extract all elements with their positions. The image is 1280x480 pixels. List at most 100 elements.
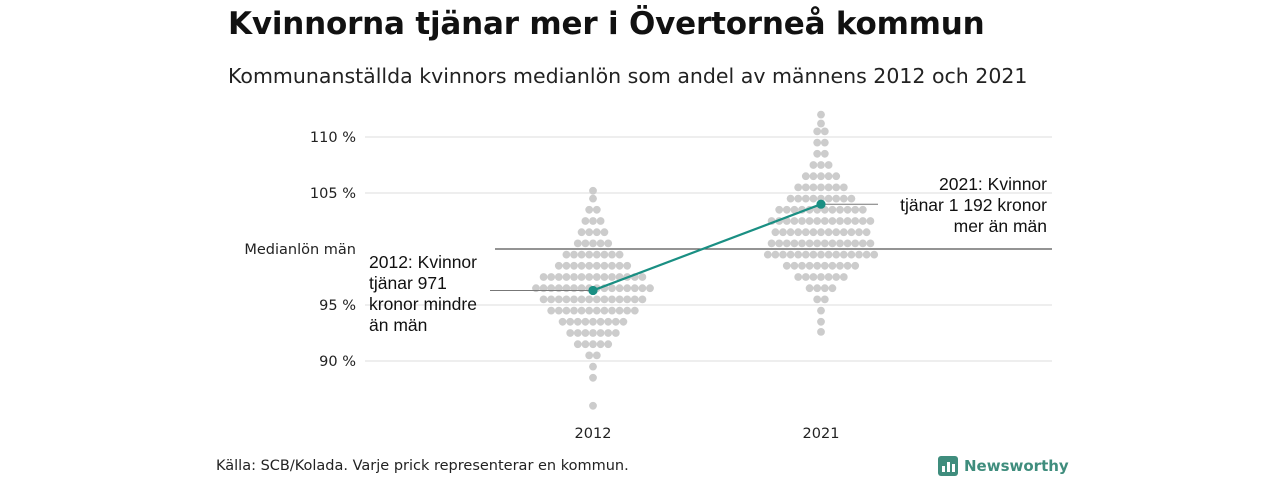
- reference-line-label: Medianlön män: [244, 242, 356, 258]
- municipality-dot: [585, 295, 594, 304]
- municipality-dot: [817, 327, 825, 336]
- municipality-dot: [775, 239, 784, 248]
- municipality-dot: [832, 183, 841, 192]
- municipality-dot: [592, 250, 601, 259]
- municipality-dot: [851, 261, 860, 270]
- municipality-dot: [801, 194, 810, 203]
- municipality-dot: [577, 273, 586, 281]
- municipality-dot: [813, 127, 822, 136]
- municipality-dot: [581, 317, 590, 326]
- municipality-dot: [604, 239, 613, 248]
- municipality-dot: [570, 306, 578, 315]
- municipality-dot: [786, 194, 795, 203]
- municipality-dot: [539, 295, 548, 304]
- municipality-dot: [862, 250, 871, 259]
- municipality-dot: [809, 183, 818, 192]
- municipality-dot: [813, 261, 822, 270]
- y-tick-label: 105 %: [310, 186, 356, 202]
- municipality-dot: [809, 161, 818, 169]
- municipality-dot: [562, 273, 571, 281]
- municipality-dot: [570, 250, 578, 259]
- municipality-dot: [824, 183, 833, 192]
- municipality-dot: [836, 205, 844, 214]
- municipality-dot: [843, 239, 852, 248]
- municipality-dot: [820, 295, 829, 304]
- municipality-dot: [786, 250, 795, 259]
- municipality-dot: [596, 217, 605, 225]
- municipality-dot: [855, 228, 863, 237]
- annotation-text: än män: [369, 315, 427, 335]
- municipality-dot: [851, 205, 860, 214]
- municipality-dot: [592, 351, 601, 360]
- municipality-dot: [858, 239, 867, 248]
- municipality-dot: [839, 194, 848, 203]
- municipality-dot: [817, 110, 825, 119]
- municipality-dot: [596, 329, 605, 337]
- municipality-dot: [562, 261, 571, 270]
- municipality-dot: [558, 317, 567, 326]
- municipality-dot: [608, 261, 616, 270]
- municipality-dot: [604, 317, 613, 326]
- municipality-dot: [809, 172, 818, 181]
- municipality-dot: [589, 217, 597, 225]
- municipality-dot: [623, 306, 632, 315]
- municipality-dot: [573, 329, 582, 337]
- brand-logo[interactable]: Newsworthy: [938, 456, 1069, 476]
- annotation-text: 2012: Kvinnor: [369, 252, 477, 272]
- municipality-dot: [824, 172, 833, 181]
- municipality-dot: [824, 161, 833, 169]
- municipality-dot: [828, 239, 837, 248]
- axis-labels: 90 % 95 % 110 % 105 % Medianlön män 2012 2021: [244, 130, 839, 442]
- municipality-dot: [817, 317, 825, 326]
- municipality-dot: [581, 217, 590, 225]
- municipality-dot: [813, 284, 822, 293]
- municipality-dot: [820, 127, 829, 136]
- municipality-dot: [794, 183, 803, 192]
- municipality-dot: [646, 284, 654, 293]
- municipality-dot: [585, 351, 594, 360]
- municipality-dot: [851, 217, 860, 225]
- municipality-dot: [615, 306, 624, 315]
- municipality-dot: [794, 250, 803, 259]
- municipality-dot: [615, 295, 624, 304]
- municipality-dot: [589, 239, 597, 248]
- municipality-dot: [794, 273, 803, 281]
- municipality-dot: [809, 228, 818, 237]
- municipality-dot: [592, 306, 601, 315]
- municipality-dot: [817, 172, 825, 181]
- highlight-point: [588, 285, 598, 296]
- highlight-series: [588, 199, 826, 296]
- municipality-dot: [619, 317, 628, 326]
- municipality-dot: [843, 205, 852, 214]
- municipality-dot: [600, 295, 609, 304]
- municipality-dot: [805, 284, 814, 293]
- municipality-dot: [638, 295, 647, 304]
- municipality-dot: [573, 239, 582, 248]
- municipality-dot: [592, 295, 601, 304]
- municipality-dot: [820, 261, 829, 270]
- municipality-dot: [566, 317, 575, 326]
- municipality-dot: [790, 261, 799, 270]
- municipality-dot: [554, 306, 563, 315]
- municipality-dot: [585, 205, 594, 214]
- municipality-dot: [608, 306, 616, 315]
- y-tick-label: 90 %: [319, 354, 356, 370]
- municipality-dot: [577, 228, 586, 237]
- brand-name: Newsworthy: [964, 457, 1069, 475]
- municipality-dot: [604, 340, 613, 349]
- municipality-dot: [585, 306, 594, 315]
- municipality-dot: [801, 228, 810, 237]
- municipality-dot: [836, 217, 844, 225]
- municipality-dot: [608, 250, 616, 259]
- municipality-dot: [862, 228, 871, 237]
- municipality-dot: [828, 217, 837, 225]
- municipality-dot: [782, 261, 791, 270]
- municipality-dot: [798, 217, 806, 225]
- municipality-dot: [836, 239, 844, 248]
- municipality-dot: [858, 205, 867, 214]
- municipality-dot: [592, 261, 601, 270]
- municipality-dot: [847, 250, 856, 259]
- municipality-dot: [539, 273, 548, 281]
- municipality-dot: [832, 250, 841, 259]
